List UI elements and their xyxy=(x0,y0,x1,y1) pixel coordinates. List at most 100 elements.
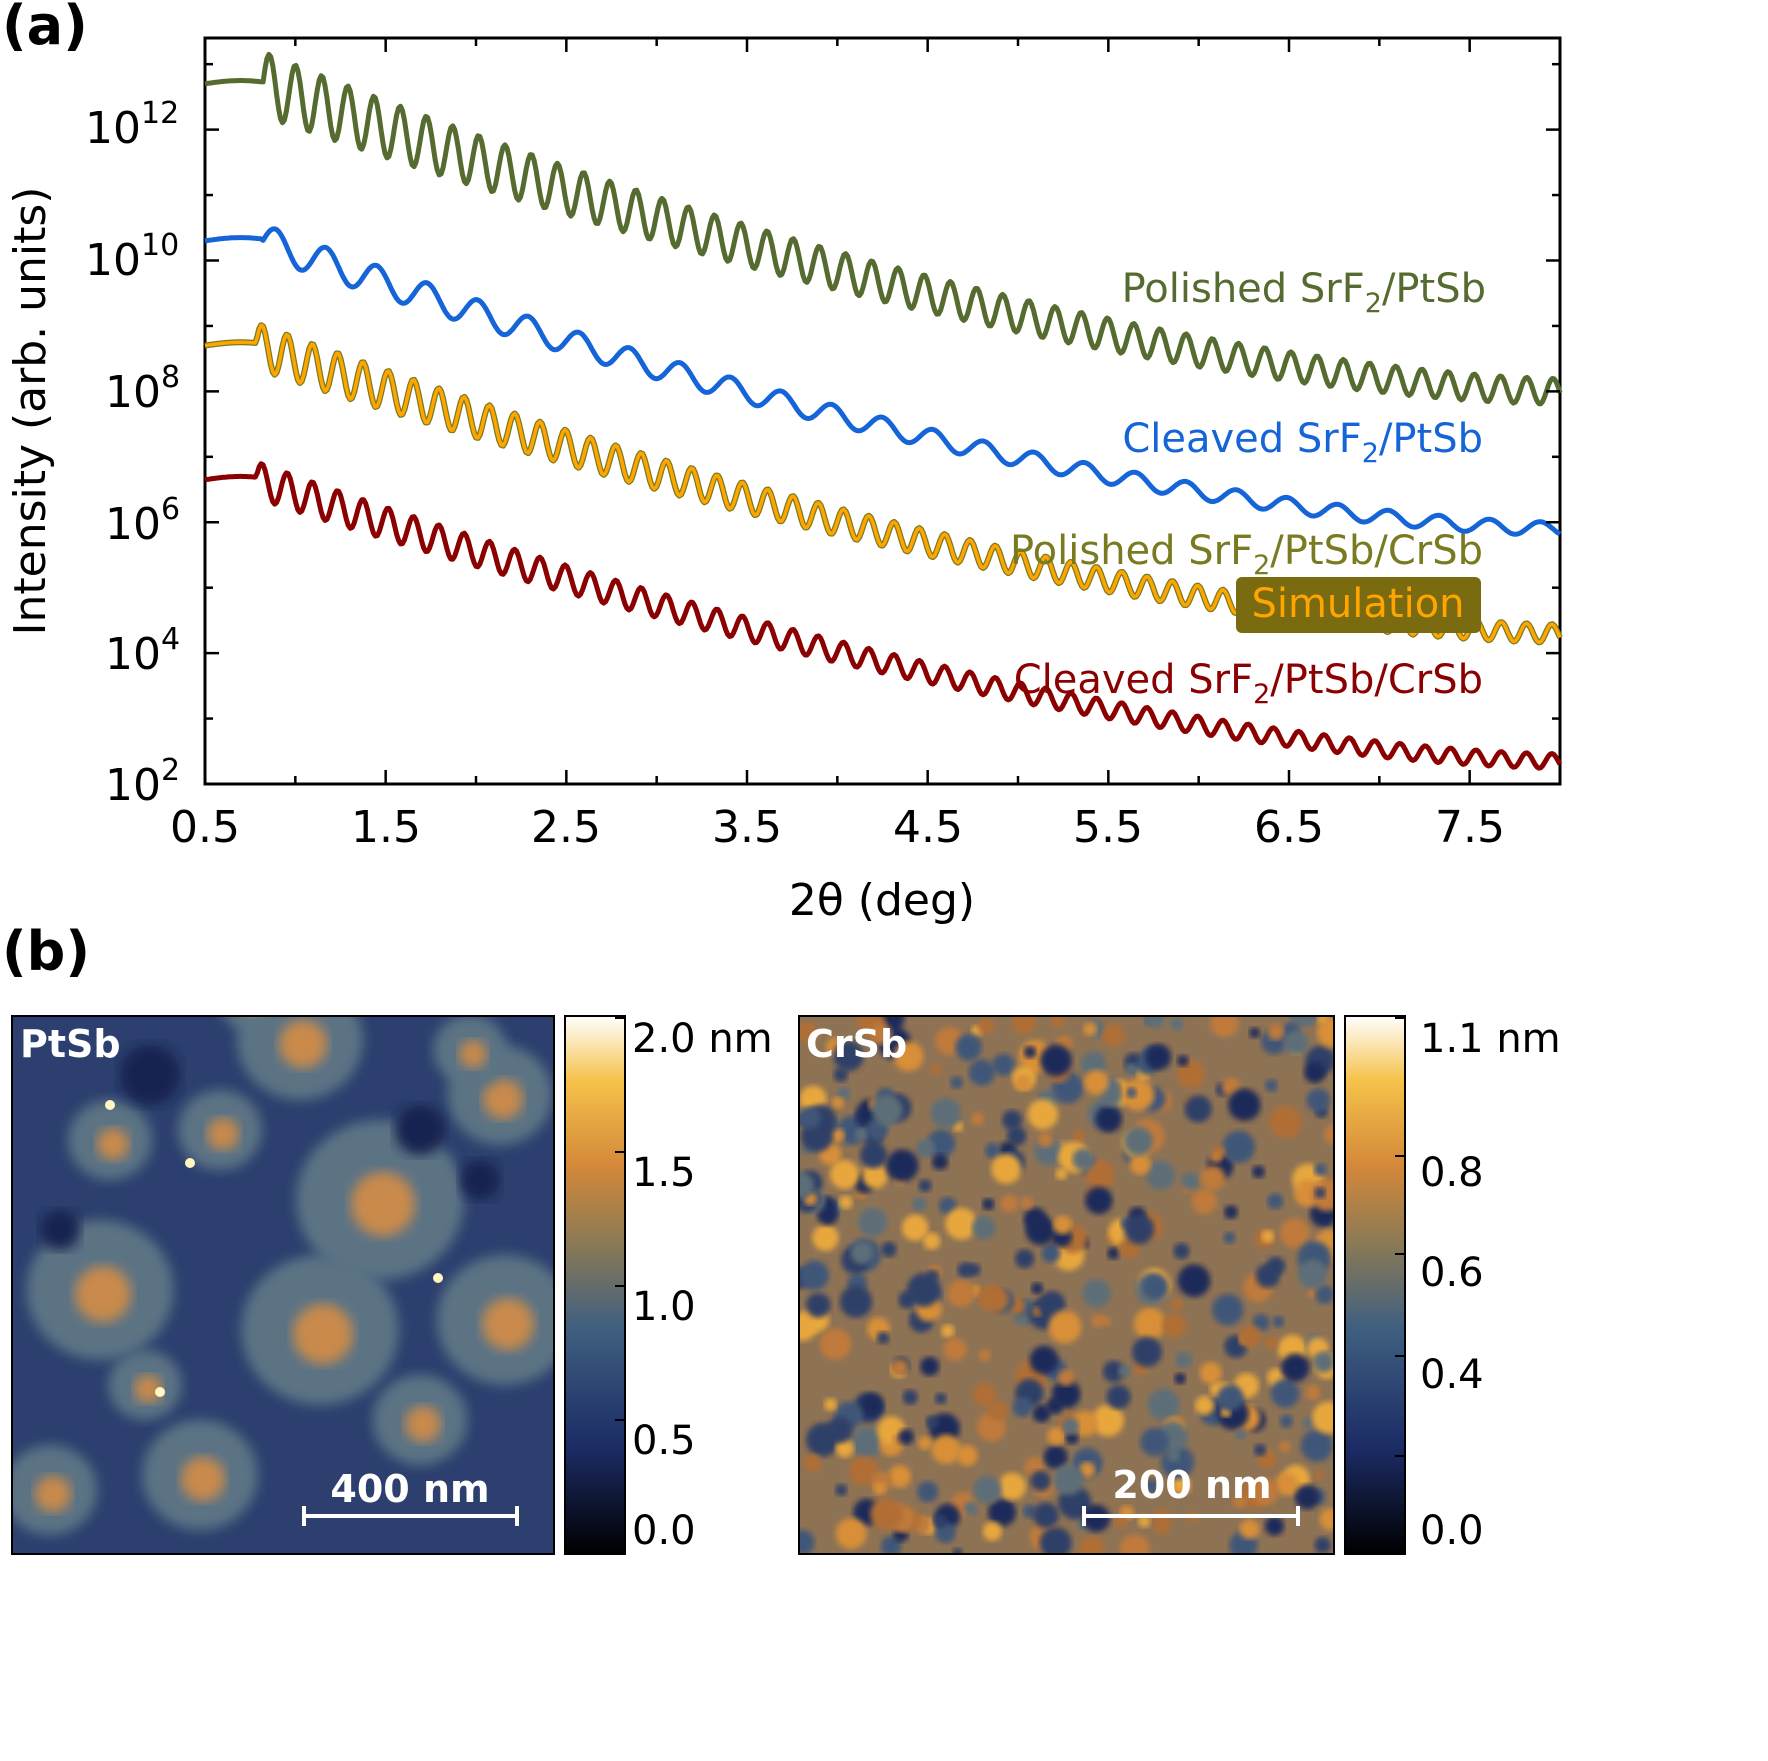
crsb-grain xyxy=(1295,1484,1320,1510)
crsb-grain xyxy=(1031,1306,1043,1317)
crsb-grain xyxy=(1177,1264,1211,1298)
xrr-chart: 1012 1010 108 106 104 102 0.5 1.5 2.5 3.… xyxy=(5,36,1563,926)
crsb-grain xyxy=(1281,1353,1310,1382)
crsb-grain xyxy=(824,1398,837,1411)
crsb-grain xyxy=(930,1097,961,1129)
crsb-grain xyxy=(1145,1016,1167,1029)
crsb-grain xyxy=(1304,1061,1326,1084)
crsb-grain xyxy=(1305,1385,1321,1400)
crsb-grain xyxy=(1114,1515,1128,1529)
afm-panel: PtSb 400 nm 2.0 nm 1.5 1.0 0.5 0.0 CrSb … xyxy=(11,1015,1561,1555)
crsb-grain xyxy=(1252,1165,1265,1179)
crsb-grain xyxy=(1153,1516,1172,1534)
crsb-grain xyxy=(1072,1130,1086,1143)
crsb-grain xyxy=(1170,1017,1184,1031)
crsb-grain xyxy=(1006,1126,1027,1146)
crsb-grain xyxy=(1195,1395,1215,1416)
crsb-grain xyxy=(923,1232,941,1250)
crsb-grain xyxy=(967,1263,981,1277)
x-tick-label: 3.5 xyxy=(712,802,782,853)
crsb-grain xyxy=(998,1472,1026,1501)
crsb-grain xyxy=(973,1382,997,1407)
crsb-grain xyxy=(901,1214,929,1241)
ptsb-image-frame xyxy=(11,1015,555,1555)
crsb-grain xyxy=(1251,1478,1279,1506)
crsb-grain xyxy=(1062,1417,1080,1435)
crsb-grain xyxy=(839,1285,873,1318)
crsb-grain xyxy=(941,1324,955,1338)
crsb-grain xyxy=(1092,1404,1124,1437)
crsb-grain xyxy=(916,1139,935,1158)
crsb-grain xyxy=(925,1415,939,1429)
crsb-grain xyxy=(1041,1243,1061,1263)
crsb-grain xyxy=(1184,1095,1212,1123)
crsb-grain xyxy=(886,1149,919,1182)
crsb-grain xyxy=(1145,1043,1172,1071)
crsb-grain xyxy=(898,1429,914,1445)
crsb-grain xyxy=(1051,1016,1065,1028)
crsb-grain xyxy=(971,1112,984,1126)
crsb-grain xyxy=(888,1465,912,1488)
crsb-grain xyxy=(1319,1508,1334,1531)
crsb-grain xyxy=(978,1349,991,1362)
crsb-grain xyxy=(1082,1279,1111,1308)
crsb-title: CrSb xyxy=(806,1022,907,1066)
crsb-grain xyxy=(1199,1361,1222,1384)
crsb-grain xyxy=(1300,1429,1334,1462)
crsb-grain xyxy=(831,1096,844,1109)
crsb-grain xyxy=(1065,1431,1079,1445)
crsb-grain xyxy=(803,1454,822,1472)
label-cleaved-crsb: Cleaved SrF2/PtSb/CrSb xyxy=(1014,657,1483,710)
crsb-grain xyxy=(1106,1384,1131,1409)
crsb-grain xyxy=(1217,1384,1244,1411)
crsb-grain xyxy=(1144,1478,1160,1494)
y-tick-label: 108 xyxy=(105,360,180,418)
simulation-label-box xyxy=(1236,577,1481,633)
x-tick-label: 4.5 xyxy=(893,802,963,853)
crsb-grain xyxy=(1053,1464,1084,1496)
crsb-grain xyxy=(1222,1130,1256,1164)
crsb-cbar-tick: 0.8 xyxy=(1420,1150,1484,1196)
crsb-grain xyxy=(1191,1188,1218,1215)
crsb-grain xyxy=(1085,1186,1113,1215)
ptsb-cbar-tick: 0.0 xyxy=(632,1508,696,1554)
crsb-grain xyxy=(1175,1351,1192,1369)
crsb-grain xyxy=(1055,1168,1068,1180)
crsb-grain xyxy=(893,1041,924,1072)
crsb-grain xyxy=(799,1106,821,1129)
crsb-grain xyxy=(1043,1445,1068,1469)
crsb-grain xyxy=(1313,1351,1334,1373)
crsb-grain xyxy=(917,1481,939,1503)
crsb-grain xyxy=(870,1023,892,1045)
ptsb-cbar-tick: 1.5 xyxy=(632,1150,696,1196)
crsb-cbar-tick: 1.1 nm xyxy=(1420,1016,1561,1062)
crsb-grain xyxy=(1239,1519,1260,1539)
x-tick-label: 6.5 xyxy=(1254,802,1324,853)
ptsb-island xyxy=(223,1016,277,1030)
label-polished-ptsb: Polished SrF2/PtSb xyxy=(1122,266,1486,319)
crsb-grain xyxy=(1047,1427,1066,1446)
plot-frame xyxy=(203,36,1562,786)
crsb-grain xyxy=(955,1034,982,1061)
crsb-grain xyxy=(849,1456,879,1486)
crsb-cbar-tick: 0.6 xyxy=(1420,1250,1484,1296)
crsb-grain xyxy=(981,1285,1009,1313)
crsb-grain xyxy=(820,1328,851,1360)
crsb-grain xyxy=(1015,1249,1035,1269)
crsb-grain xyxy=(1252,1313,1270,1331)
crsb-grain xyxy=(933,1514,948,1529)
crsb-grain xyxy=(1138,1515,1151,1528)
crsb-grain xyxy=(1306,1088,1331,1112)
crsb-grain xyxy=(1046,1397,1063,1415)
crsb-grain xyxy=(1058,1369,1075,1386)
crsb-grain xyxy=(1223,1231,1236,1244)
crsb-grain xyxy=(799,1529,815,1554)
crsb-colorbar-ticks xyxy=(1395,1017,1405,1553)
x-axis-label: 2θ (deg) xyxy=(789,875,975,926)
crsb-grain xyxy=(1264,1336,1279,1350)
crsb-grain xyxy=(1079,1461,1096,1478)
crsb-grain xyxy=(1161,1313,1187,1338)
crsb-grain xyxy=(1091,1314,1105,1328)
x-tick-label: 1.5 xyxy=(351,802,421,853)
ptsb-island-core xyxy=(293,1304,353,1364)
